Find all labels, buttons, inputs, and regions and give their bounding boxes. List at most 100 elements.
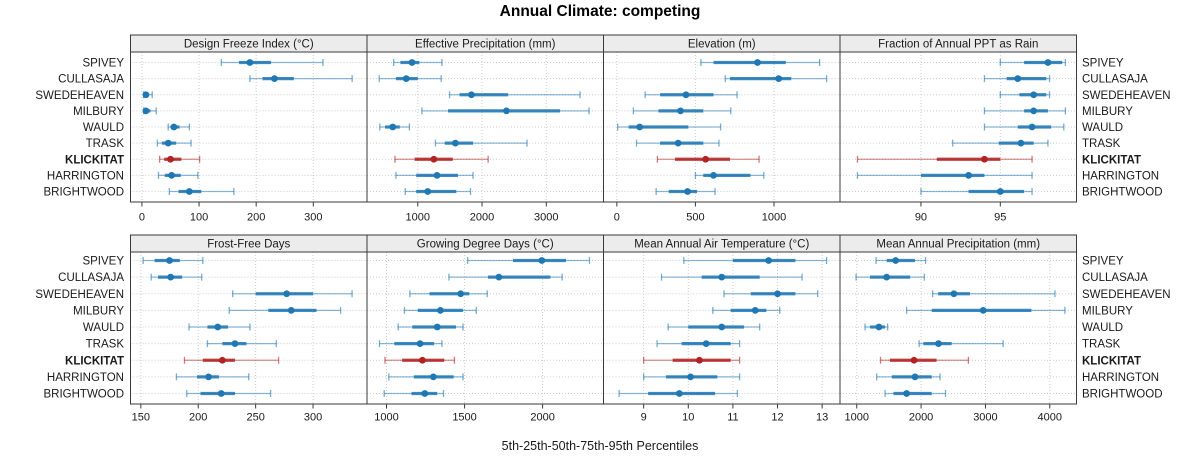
station-label-left-cullasaja: CULLASAJA	[58, 272, 124, 284]
percentile-bar-klickitat	[643, 356, 741, 364]
median-dot	[167, 273, 175, 281]
median-dot	[935, 340, 942, 348]
percentile-bar-cullasaja	[660, 273, 803, 281]
median-dot	[710, 171, 717, 179]
percentile-bar-klickitat	[384, 356, 456, 364]
station-label-left-milbury: MILBURY	[73, 106, 124, 118]
percentile-bar-swedeheaven	[448, 91, 581, 99]
percentile-bar-trask	[635, 139, 720, 147]
percentile-bar-harrington	[876, 373, 941, 381]
percentile-bar-wauld	[616, 123, 722, 131]
percentile-bar-trask	[206, 340, 277, 348]
station-label-right-trask: TRASK	[1082, 339, 1121, 351]
percentile-bar-harrington	[856, 171, 1033, 179]
percentile-bar-wauld	[167, 123, 190, 131]
percentile-bar-swedeheaven	[644, 91, 738, 99]
percentile-bar-cullasaja	[983, 75, 1051, 83]
median-dot	[979, 306, 987, 314]
percentile-bar-milbury	[905, 306, 1066, 314]
panel-design-freeze-index-c: Design Freeze Index (°C) 0 100 200 300	[130, 34, 368, 224]
percentile-bar-milbury	[712, 306, 781, 314]
median-dot	[168, 171, 176, 179]
percentile-bar-trask	[434, 139, 528, 147]
percentile-bar-milbury	[228, 306, 342, 314]
percentile-bar-harrington	[694, 171, 765, 179]
chart-title: Annual Climate: competing	[499, 3, 701, 20]
panel-elevation-m: Elevation (m) 0 500 1000	[603, 34, 841, 224]
station-label-left-harrington: HARRINGTON	[47, 372, 124, 384]
median-dot	[433, 171, 441, 179]
station-label-right-harrington: HARRINGTON	[1082, 372, 1159, 384]
percentile-bar-wauld	[667, 323, 761, 331]
x-axis-tick-label: 2000	[530, 412, 554, 424]
median-dot	[468, 91, 475, 99]
percentile-bar-cullasaja	[378, 75, 442, 83]
percentile-bar-milbury	[632, 107, 732, 115]
station-label-left-klickitat: KLICKITAT	[65, 154, 124, 166]
median-dot	[996, 188, 1004, 195]
x-axis-tick-label: 3000	[973, 412, 997, 424]
percentile-bar-harrington	[157, 171, 199, 179]
median-dot	[883, 273, 891, 281]
percentile-bar-cullasaja	[724, 75, 828, 83]
x-axis-tick-label: 95	[994, 212, 1006, 224]
median-dot	[170, 123, 178, 131]
station-label-right-harrington: HARRINGTON	[1082, 170, 1159, 182]
panel-border	[839, 251, 1077, 405]
percentile-bar-spivey	[142, 257, 204, 264]
median-dot	[246, 59, 254, 66]
percentile-bar-swedeheaven	[932, 290, 1056, 298]
percentile-bar-milbury	[983, 107, 1067, 115]
x-axis-tick-label: 4000	[1038, 412, 1062, 424]
x-axis-tick-label: 200	[189, 412, 207, 424]
station-label-right-milbury: MILBURY	[1082, 305, 1133, 317]
percentile-bar-swedeheaven	[723, 290, 819, 298]
station-label-right-wauld: WAULD	[1082, 122, 1123, 134]
panel-strip-label: Frost-Free Days	[207, 239, 290, 251]
x-axis-tick-label: 100	[190, 212, 208, 224]
median-dot	[167, 155, 174, 163]
percentile-bar-wauld	[397, 323, 464, 331]
x-axis-tick-label: 1000	[406, 212, 430, 224]
median-dot	[503, 107, 510, 115]
percentile-bar-milbury	[421, 107, 590, 115]
median-dot	[408, 59, 416, 66]
panel-strip-label: Fraction of Annual PPT as Rain	[878, 39, 1038, 51]
median-dot	[287, 306, 295, 314]
median-dot	[416, 340, 424, 348]
panel-mean-annual-precipitation-mm: Mean Annual Precipitation (mm) 1000 2000 30…	[839, 234, 1077, 424]
median-dot	[696, 356, 703, 364]
percentile-bar-swedeheaven	[999, 91, 1051, 99]
station-label-right-spivey: SPIVEY	[1082, 58, 1124, 70]
median-dot	[751, 306, 759, 314]
x-axis-tick-label: 2000	[909, 412, 933, 424]
median-dot	[142, 107, 150, 115]
x-axis-tick-label: 13	[816, 412, 828, 424]
percentile-bar-cullasaja	[150, 273, 203, 281]
station-label-left-klickitat: KLICKITAT	[65, 355, 124, 367]
median-dot	[217, 390, 225, 397]
x-axis-tick-label: 1500	[452, 412, 476, 424]
median-dot	[1017, 139, 1025, 147]
median-dot	[674, 139, 682, 147]
median-dot	[283, 290, 291, 298]
median-dot	[164, 139, 172, 147]
x-axis-tick-label: 500	[686, 212, 704, 224]
median-dot	[702, 155, 710, 163]
median-dot	[429, 373, 437, 381]
axis-caption: 5th-25th-50th-75th-95th Percentiles	[501, 439, 699, 453]
median-dot	[775, 75, 783, 83]
station-label-left-swedeheaven: SWEDEHEAVEN	[35, 289, 124, 301]
median-dot	[675, 390, 683, 397]
x-axis-tick-label: 12	[771, 412, 783, 424]
median-dot	[687, 373, 694, 381]
station-label-left-brightwood: BRIGHTWOOD	[44, 187, 125, 199]
median-dot	[231, 340, 239, 348]
percentile-bar-brightwood	[168, 188, 235, 195]
median-dot	[684, 188, 691, 195]
median-dot	[451, 139, 459, 147]
panel-strip-label: Elevation (m)	[688, 39, 756, 51]
percentile-bar-cullasaja	[855, 273, 925, 281]
